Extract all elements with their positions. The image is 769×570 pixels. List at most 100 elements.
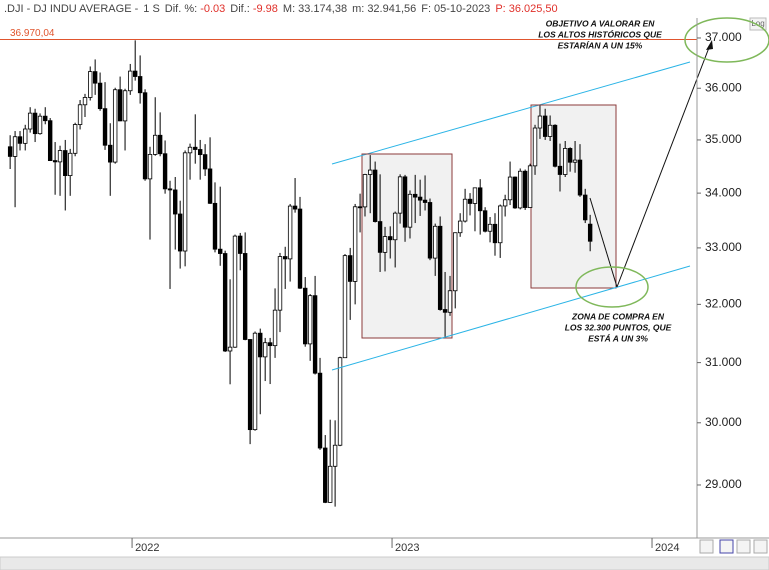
- y-tick-label: 29.000: [705, 477, 742, 491]
- value: -9.98: [253, 3, 278, 15]
- tool-button[interactable]: [753, 539, 768, 554]
- candle-body: [522, 170, 528, 208]
- candle-body: [238, 235, 243, 254]
- candle-body: [258, 332, 263, 358]
- candle-body: [542, 115, 548, 137]
- candle-body: [303, 287, 308, 345]
- y-tick-label: 30.000: [705, 415, 742, 429]
- candle-body: [552, 124, 558, 167]
- candle-body: [32, 112, 38, 135]
- y-tick-label: 35.000: [705, 132, 742, 146]
- projection-line: [616, 44, 711, 288]
- tool-button[interactable]: [719, 539, 734, 554]
- levels: 36.970,04: [0, 28, 697, 40]
- candle-body: [122, 90, 128, 122]
- candle-body: [102, 108, 108, 146]
- candle-body: [72, 124, 78, 154]
- candle-body: [112, 89, 118, 163]
- candle-body: [297, 208, 303, 289]
- candle-body: [537, 115, 543, 129]
- scrollbar[interactable]: [0, 556, 769, 570]
- candle-body: [307, 295, 313, 345]
- candle-body: [242, 253, 248, 340]
- annotation: ESTARÍAN A UN 15%: [558, 40, 643, 50]
- x-tick-label: 2024: [655, 542, 679, 554]
- x-tick-label: 2022: [135, 542, 159, 554]
- annotation: LOS 32.300 PUNTOS, QUE: [565, 322, 672, 332]
- candle-body: [557, 165, 563, 175]
- candle-body: [117, 89, 123, 122]
- candle-body: [173, 189, 178, 215]
- y-tick-label: 31.000: [705, 355, 742, 369]
- candle-body: [177, 213, 183, 252]
- candle-body: [97, 82, 103, 110]
- y-tick-label: 37.000: [705, 30, 742, 44]
- candle-body: [402, 176, 408, 228]
- drawings: OBJETIVO A VALORAR EN LOS ALTOS HISTÓRIC…: [331, 17, 769, 371]
- candle-body: [433, 225, 438, 259]
- tool-button[interactable]: [699, 539, 714, 554]
- y-tick-label: 36.000: [705, 80, 742, 94]
- candle-body: [422, 199, 428, 203]
- candle-body: [17, 136, 23, 144]
- x-tick-label: 2023: [395, 542, 419, 554]
- candle-body: [507, 176, 513, 201]
- candle-body: [132, 70, 138, 77]
- candle-body: [262, 342, 268, 358]
- annotation: LOS ALTOS HISTÓRICOS QUE: [538, 28, 662, 39]
- value: 32.941,56: [367, 3, 416, 15]
- candle-body: [512, 176, 518, 209]
- candle-body: [472, 187, 478, 204]
- candle-body: [137, 76, 143, 94]
- candle-body: [77, 104, 83, 125]
- candle-body: [227, 346, 233, 352]
- log-button-label[interactable]: Log: [751, 19, 764, 28]
- label: M:: [283, 3, 295, 15]
- candle-body: [327, 465, 333, 503]
- candle-body: [482, 210, 488, 232]
- candle-body: [467, 198, 473, 204]
- candle-body: [92, 71, 98, 84]
- candle-body: [323, 447, 328, 503]
- candle-body: [37, 115, 43, 135]
- candle-body: [562, 148, 568, 175]
- candle-body: [153, 134, 158, 155]
- candle-body: [27, 112, 33, 130]
- annotation: ZONA DE COMPRA EN: [571, 311, 665, 321]
- candle-body: [312, 295, 318, 374]
- candle-body: [453, 232, 458, 292]
- candle-body: [332, 444, 338, 467]
- axes: 29.000 30.000 31.000 32.000 33.000 34.000 35.0…: [131, 30, 742, 554]
- value: 36.025,50: [509, 3, 558, 15]
- candle-body: [207, 168, 213, 204]
- candle-body: [82, 97, 88, 106]
- candle-body: [527, 165, 533, 208]
- candle-body: [502, 199, 508, 207]
- value: -0.03: [200, 3, 225, 15]
- candle-body: [372, 169, 378, 222]
- candle-body: [147, 154, 153, 180]
- candle-body: [437, 225, 443, 310]
- candle-body: [282, 256, 288, 260]
- label: m:: [352, 3, 364, 15]
- candle-body: [218, 248, 223, 254]
- candle-body: [397, 176, 403, 214]
- candle-body: [222, 253, 228, 352]
- candle-body: [407, 193, 413, 228]
- candle-body: [377, 221, 383, 253]
- y-tick-label: 33.000: [705, 240, 742, 254]
- candle-body: [128, 70, 133, 92]
- candle-body: [357, 206, 363, 209]
- symbol: .DJI - DJ INDU AVERAGE -: [4, 3, 139, 15]
- candle-body: [197, 149, 203, 156]
- channel-line: [331, 61, 691, 165]
- candle-body: [462, 198, 468, 222]
- candle-body: [583, 194, 588, 221]
- candle-body: [12, 136, 18, 157]
- tool-button[interactable]: [736, 539, 751, 554]
- candle-body: [382, 236, 388, 253]
- buy-zone-ellipse: [575, 266, 649, 308]
- candles: [7, 40, 593, 507]
- candle-body: [492, 223, 498, 244]
- annotation: OBJETIVO A VALORAR EN: [546, 18, 656, 28]
